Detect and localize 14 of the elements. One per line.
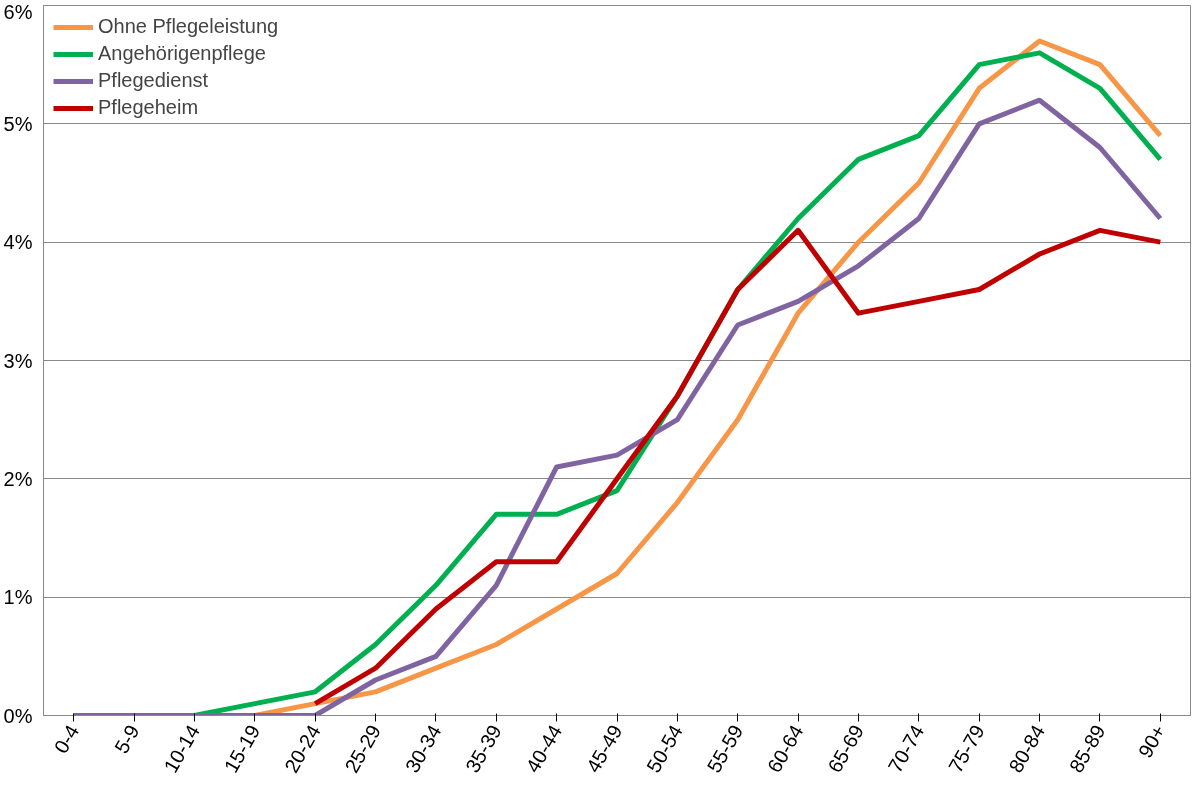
y-tick-label: 3% <box>3 349 33 372</box>
y-tick-label: 6% <box>3 0 33 23</box>
y-tick-label: 1% <box>3 586 33 609</box>
x-tick-label: 5-9 <box>110 721 144 758</box>
x-tick-label: 90+ <box>1133 720 1170 762</box>
legend-label: Pflegeheim <box>98 96 199 119</box>
legend-label: Pflegedienst <box>98 69 209 92</box>
y-tick-label: 2% <box>3 467 33 490</box>
legend-label: Ohne Pflegeleistung <box>98 15 279 38</box>
x-tick-label: 0-4 <box>49 721 84 758</box>
legend-label: Angehörigenpflege <box>98 42 266 65</box>
y-tick-label: 4% <box>3 231 33 254</box>
y-tick-label: 5% <box>3 112 33 135</box>
y-tick-label: 0% <box>3 704 33 727</box>
